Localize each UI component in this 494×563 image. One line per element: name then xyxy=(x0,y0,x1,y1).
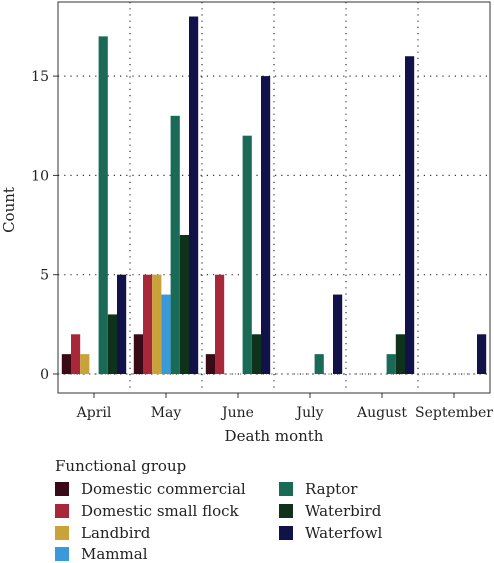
bar-domestic-commercial xyxy=(205,354,215,374)
bar-domestic-small-flock xyxy=(215,274,225,374)
bar-waterbird xyxy=(251,334,261,374)
bar-raptor xyxy=(386,354,396,374)
bar-waterfowl xyxy=(189,16,199,375)
x-tick-label: July xyxy=(294,405,323,421)
grid xyxy=(58,2,490,393)
bar-waterfowl xyxy=(405,56,415,375)
bar-mammal xyxy=(161,294,171,374)
bar-landbird xyxy=(80,354,90,374)
plot-frame xyxy=(57,1,491,394)
legend-label: Landbird xyxy=(81,524,151,542)
y-tick-label: 10 xyxy=(31,168,49,184)
legend-item: Raptor xyxy=(279,480,357,498)
bar-waterfowl xyxy=(333,294,343,374)
legend-item: Domestic small flock xyxy=(55,502,239,520)
x-tick-label: April xyxy=(76,405,112,421)
legend-label: Mammal xyxy=(81,545,148,563)
bar-raptor xyxy=(242,135,252,374)
bar-raptor xyxy=(314,354,324,374)
x-tick-label: June xyxy=(220,405,254,421)
legend-swatch xyxy=(279,526,293,540)
legend-label: Waterbird xyxy=(305,502,382,520)
y-tick-label: 15 xyxy=(31,69,49,85)
y-tick-label: 0 xyxy=(40,367,49,383)
legend-swatch xyxy=(55,504,69,518)
bar-waterbird xyxy=(107,314,117,374)
legend-label: Domestic small flock xyxy=(81,502,239,520)
bar-raptor xyxy=(170,115,180,374)
bar-waterfowl xyxy=(261,76,271,374)
legend-swatch xyxy=(55,482,69,496)
legend-item: Landbird xyxy=(55,524,150,542)
bar-waterbird xyxy=(395,334,405,374)
bar-domestic-commercial xyxy=(61,354,71,374)
legend-label: Domestic commercial xyxy=(81,480,246,498)
legend-label: Waterfowl xyxy=(305,524,383,542)
bar-domestic-small-flock xyxy=(71,334,81,374)
bar-raptor xyxy=(98,36,108,374)
bar-waterfowl xyxy=(477,334,487,374)
bar-waterfowl xyxy=(117,274,127,374)
x-axis-label: Death month xyxy=(225,427,324,445)
x-tick-label: August xyxy=(356,405,407,421)
x-tick-label: May xyxy=(151,405,182,421)
bar-domestic-commercial xyxy=(133,334,143,374)
chart: 0 5 10 15 April May June July August September De… xyxy=(0,1,493,445)
bar-landbird xyxy=(152,274,162,374)
legend-title: Functional group xyxy=(55,457,187,475)
y-tick-label: 5 xyxy=(40,268,49,284)
bar-waterbird xyxy=(179,234,189,374)
legend-swatch xyxy=(279,504,293,518)
legend-label: Raptor xyxy=(305,480,358,498)
legend-swatch xyxy=(279,482,293,496)
bars xyxy=(61,16,487,375)
legend-item: Mammal xyxy=(55,545,148,563)
y-axis-label: Count xyxy=(0,187,18,233)
legend-swatch xyxy=(55,526,69,540)
legend-swatch xyxy=(55,547,69,561)
x-tick-label: September xyxy=(415,405,493,421)
legend-item: Domestic commercial xyxy=(55,480,246,498)
bar-domestic-small-flock xyxy=(143,274,153,374)
legend-item: Waterbird xyxy=(279,502,381,520)
legend-item: Waterfowl xyxy=(279,524,382,542)
ticks: 0 5 10 15 April May June July August September xyxy=(31,69,493,421)
